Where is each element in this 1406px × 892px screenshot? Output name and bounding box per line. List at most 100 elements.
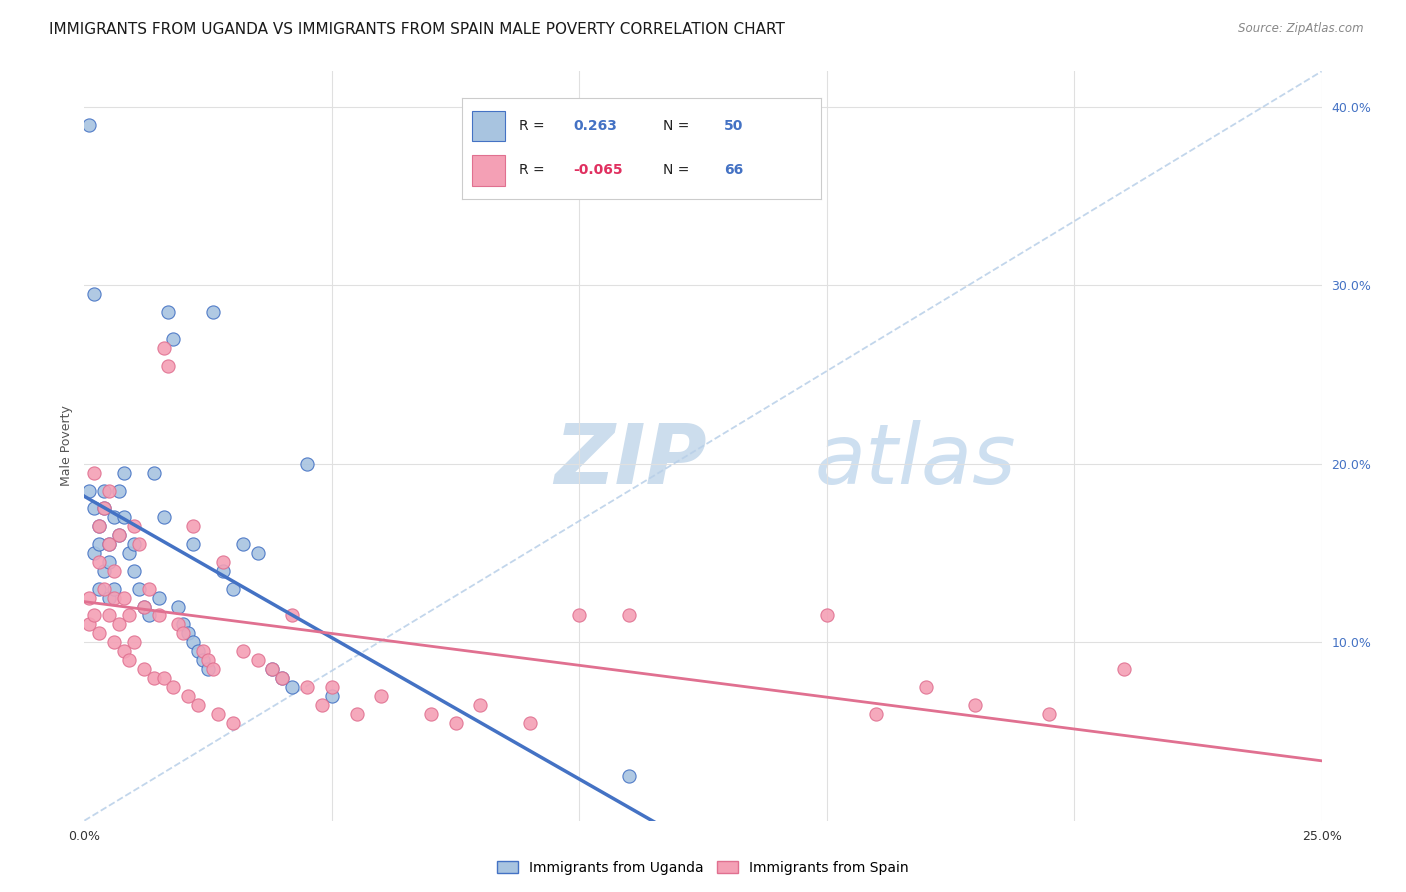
Point <box>191 653 214 667</box>
Point <box>108 528 131 542</box>
Point <box>138 582 160 596</box>
Point <box>187 644 209 658</box>
Text: atlas: atlas <box>814 420 1017 501</box>
Point <box>157 359 180 373</box>
Point <box>89 626 111 640</box>
Point <box>444 715 467 730</box>
Point <box>98 591 121 605</box>
Point <box>167 599 190 614</box>
Point <box>103 591 125 605</box>
Text: ZIP: ZIP <box>554 420 707 501</box>
Y-axis label: Male Poverty: Male Poverty <box>60 406 73 486</box>
Point <box>815 608 838 623</box>
Point <box>419 706 441 721</box>
Point <box>83 608 105 623</box>
Point <box>122 564 145 578</box>
Point <box>93 582 115 596</box>
Point <box>83 546 105 560</box>
Point <box>172 626 194 640</box>
Point <box>197 662 219 676</box>
Point <box>138 608 160 623</box>
Point <box>295 457 318 471</box>
Point <box>222 582 245 596</box>
Point <box>617 769 640 783</box>
Point <box>281 608 304 623</box>
Point <box>568 608 591 623</box>
Point <box>1112 662 1135 676</box>
Point <box>108 483 131 498</box>
Point <box>93 501 115 516</box>
Point <box>142 466 165 480</box>
Point <box>152 341 174 355</box>
Point <box>112 510 135 524</box>
Point <box>98 608 121 623</box>
Point <box>118 608 141 623</box>
Point <box>128 537 150 551</box>
Point <box>148 608 170 623</box>
Point <box>89 519 111 533</box>
Point <box>177 626 200 640</box>
Point <box>93 564 115 578</box>
Point <box>103 564 125 578</box>
Point <box>246 546 269 560</box>
Point <box>295 680 318 694</box>
Point <box>142 671 165 685</box>
Point <box>128 582 150 596</box>
Point <box>617 608 640 623</box>
Point <box>181 635 204 649</box>
Point <box>148 591 170 605</box>
Text: IMMIGRANTS FROM UGANDA VS IMMIGRANTS FROM SPAIN MALE POVERTY CORRELATION CHART: IMMIGRANTS FROM UGANDA VS IMMIGRANTS FRO… <box>49 22 785 37</box>
Point <box>281 680 304 694</box>
Point <box>262 662 284 676</box>
Point <box>346 706 368 721</box>
Point <box>89 582 111 596</box>
Point <box>177 689 200 703</box>
Point <box>197 653 219 667</box>
Point <box>1038 706 1060 721</box>
Point <box>167 617 190 632</box>
Point <box>311 698 333 712</box>
Point <box>207 706 229 721</box>
Point <box>271 671 294 685</box>
Point <box>103 510 125 524</box>
Point <box>519 715 541 730</box>
Point <box>103 635 125 649</box>
Point <box>89 519 111 533</box>
Point <box>470 698 492 712</box>
Point <box>83 501 105 516</box>
Point <box>370 689 392 703</box>
Point <box>271 671 294 685</box>
Point <box>112 591 135 605</box>
Point <box>89 555 111 569</box>
Point <box>79 483 101 498</box>
Point <box>202 662 225 676</box>
Point <box>79 118 101 132</box>
Point <box>93 501 115 516</box>
Point <box>965 698 987 712</box>
Point <box>321 689 343 703</box>
Point <box>162 680 184 694</box>
Point <box>865 706 887 721</box>
Point <box>162 332 184 346</box>
Point <box>157 305 180 319</box>
Point <box>181 519 204 533</box>
Point <box>212 555 235 569</box>
Point <box>112 466 135 480</box>
Point <box>83 466 105 480</box>
Point <box>212 564 235 578</box>
Point <box>152 510 174 524</box>
Point <box>79 617 101 632</box>
Point <box>118 546 141 560</box>
Point <box>181 537 204 551</box>
Point <box>132 662 155 676</box>
Point <box>246 653 269 667</box>
Point <box>122 537 145 551</box>
Point <box>132 599 155 614</box>
Point <box>122 635 145 649</box>
Point <box>187 698 209 712</box>
Point <box>93 483 115 498</box>
Point <box>98 483 121 498</box>
Point <box>103 582 125 596</box>
Point <box>112 644 135 658</box>
Point <box>89 537 111 551</box>
